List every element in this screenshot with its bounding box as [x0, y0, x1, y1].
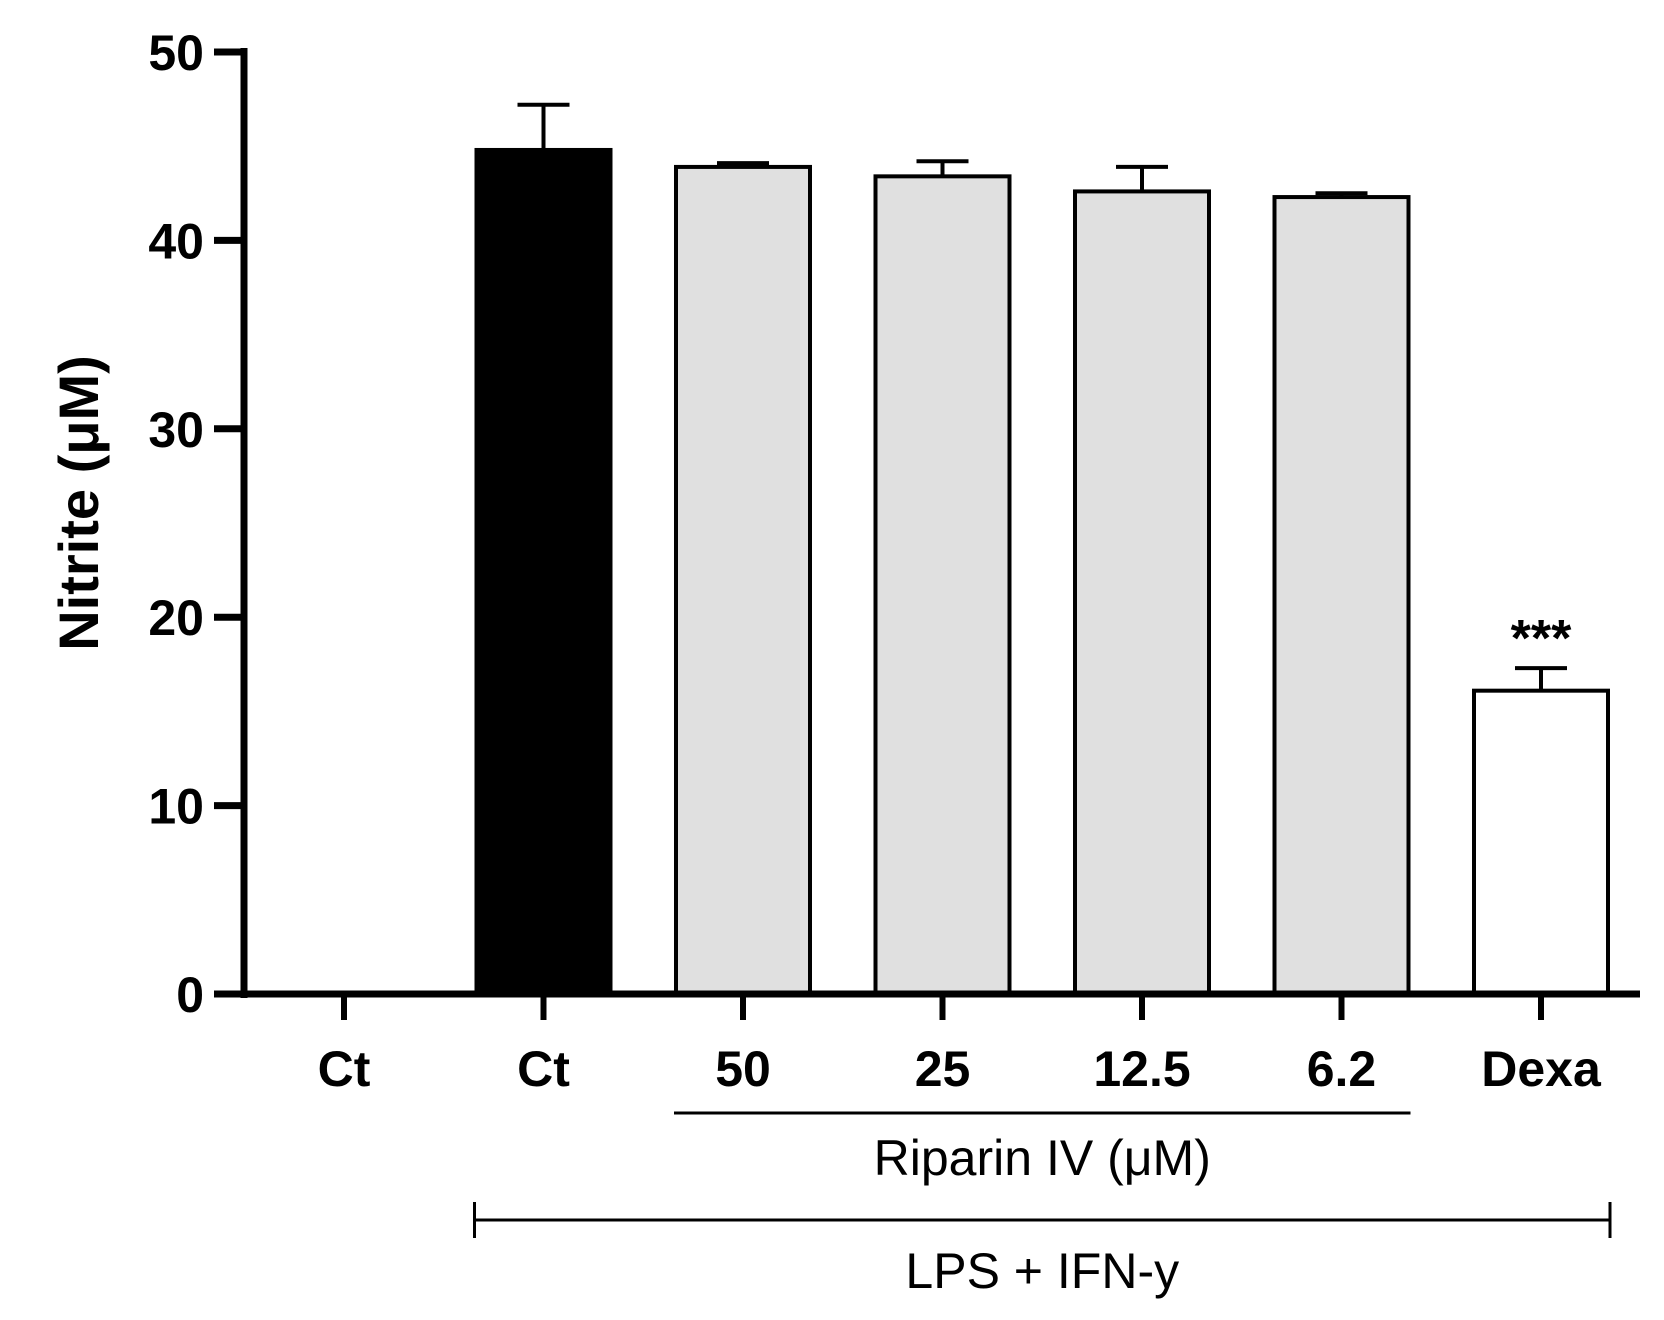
significance-labels: *** [1511, 610, 1572, 668]
error-bars [517, 102, 1567, 691]
bar [1073, 189, 1211, 996]
x-tick-label: 6.2 [1307, 1041, 1377, 1097]
group-label: Riparin IV (μM) [874, 1130, 1211, 1186]
x-tick-label: 50 [715, 1041, 771, 1097]
x-tick-label: Ct [318, 1041, 371, 1097]
x-tick-label: Ct [517, 1041, 570, 1097]
y-tick-label: 30 [148, 402, 204, 458]
group-label: LPS + IFN-y [905, 1243, 1179, 1299]
x-tick-label: 12.5 [1093, 1041, 1190, 1097]
bar [873, 174, 1012, 996]
bars [474, 147, 1610, 997]
significance-label: *** [1511, 610, 1572, 668]
y-axis-title: Nitrite (μM) [47, 355, 110, 651]
bar [1272, 195, 1411, 996]
bar [474, 147, 613, 996]
group-brackets: Riparin IV (μM) LPS + IFN-y [473, 1111, 1612, 1299]
y-tick-label: 10 [148, 779, 204, 835]
y-tick-label: 0 [176, 967, 204, 1023]
y-tick-label: 20 [148, 590, 204, 646]
y-tick-label: 40 [148, 213, 204, 269]
x-tick-label: Dexa [1481, 1041, 1602, 1097]
y-tick-label: 50 [148, 25, 204, 81]
x-axis-ticks: Ct Ct 50 25 12.5 6.2 Dexa [318, 994, 1602, 1097]
bar [674, 164, 812, 996]
bar [1472, 688, 1610, 997]
y-axis-ticks: 0 10 20 30 40 50 [148, 25, 244, 1023]
x-tick-label: 25 [915, 1041, 971, 1097]
